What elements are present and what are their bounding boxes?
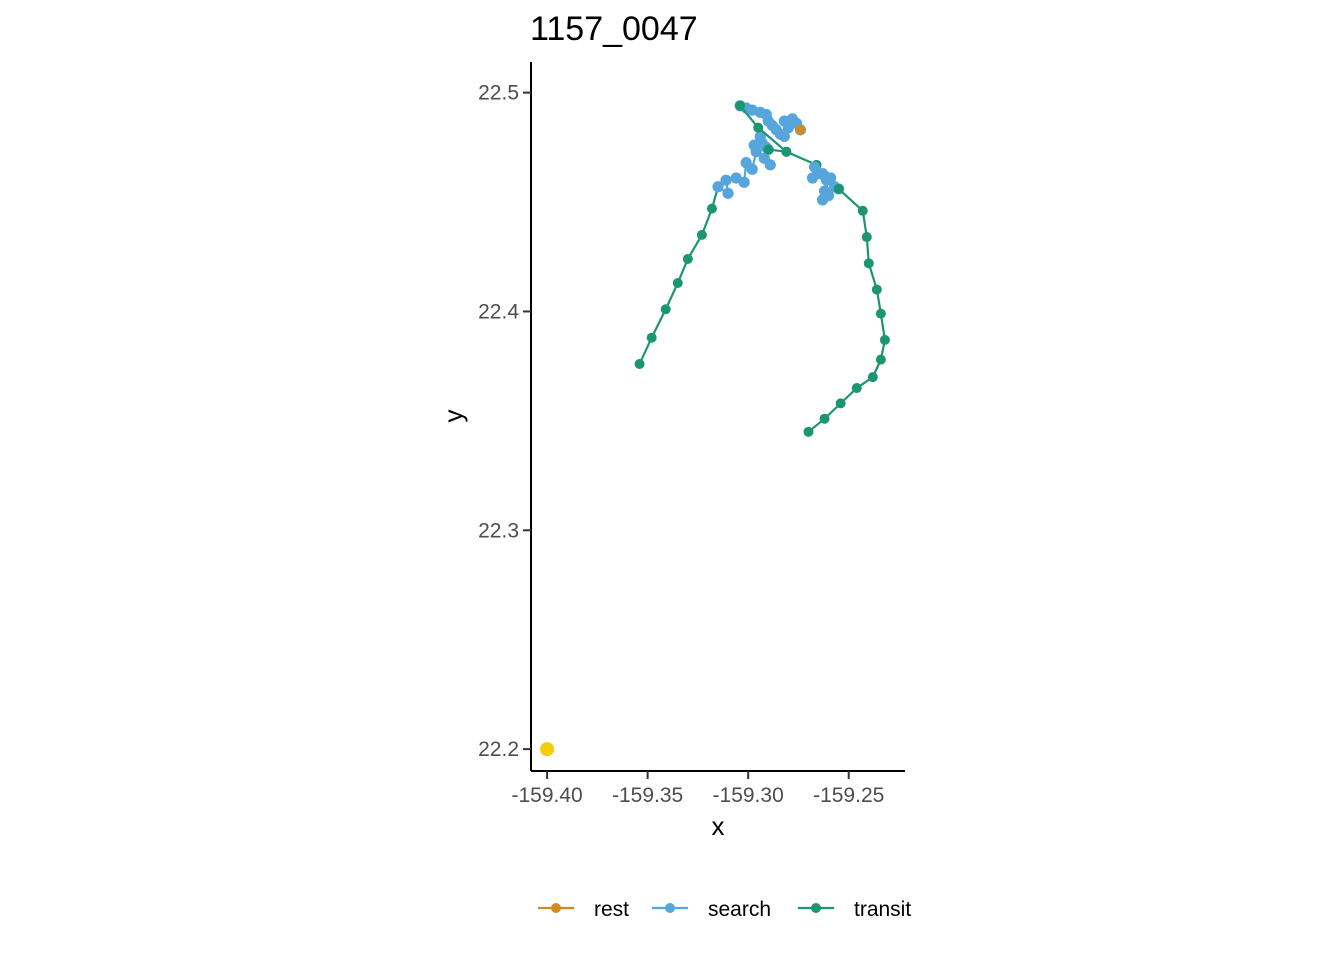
x-tick-label: -159.25 [813, 784, 884, 807]
y-tick-label: 22.3 [478, 519, 519, 542]
transit-point-4-3 [863, 258, 874, 269]
transit-point-0-2 [660, 304, 671, 315]
transit-point-4-8 [867, 372, 878, 383]
transit-point-0-0 [634, 358, 645, 369]
transit-point-4-11 [819, 413, 830, 424]
x-tick-label: -159.35 [612, 784, 683, 807]
transit-track-line-4 [807, 188, 887, 433]
search-point-1-9 [764, 159, 776, 171]
legend-key-point-search [665, 903, 675, 913]
search-point-1-1 [722, 187, 734, 199]
search-point-1-6 [746, 163, 758, 175]
transit-point-4-1 [857, 205, 868, 216]
x-tick-label: -159.30 [713, 784, 784, 807]
x-axis-title: x [712, 811, 725, 841]
transit-point-0-4 [682, 253, 693, 264]
transit-point-4-4 [871, 284, 882, 295]
y-tick-label: 22.5 [478, 82, 519, 105]
legend-label-transit: transit [854, 898, 911, 921]
y-axis-title: y [438, 410, 468, 423]
legend: rest search transit [538, 898, 911, 921]
search-point-5-9 [778, 130, 790, 142]
transit-point-4-9 [851, 383, 862, 394]
transit-point-2-0 [763, 144, 774, 155]
search-point-1-0 [712, 181, 724, 193]
series-layer [540, 100, 890, 757]
legend-key-point-transit [811, 903, 821, 913]
transit-point-6-2 [781, 146, 792, 157]
legend-label-rest: rest [594, 898, 629, 921]
transit-point-0-5 [696, 229, 707, 240]
transit-point-4-2 [861, 232, 872, 243]
search-point-1-4 [738, 176, 750, 188]
marker-point-8-0 [540, 742, 555, 757]
transit-point-4-10 [835, 398, 846, 409]
y-tick-label: 22.4 [478, 300, 519, 323]
rest-point-7-0 [795, 124, 806, 135]
transit-point-6-1 [753, 122, 764, 133]
search-point-3-8 [808, 161, 821, 173]
transit-point-4-0 [833, 183, 844, 194]
transit-point-4-12 [803, 426, 814, 437]
chart-title: 1157_0047 [530, 10, 698, 48]
transit-point-0-1 [646, 332, 657, 343]
transit-point-0-6 [706, 203, 717, 214]
x-tick-label: -159.40 [511, 784, 582, 807]
x-axis-ticks: -159.40 -159.35 -159.30 -159.25 [511, 771, 884, 807]
y-axis-ticks: 22.2 22.3 22.4 22.5 [478, 82, 531, 761]
transit-point-4-6 [879, 334, 890, 345]
transit-point-4-7 [875, 354, 886, 365]
search-point-3-3 [818, 185, 831, 197]
y-tick-label: 22.2 [478, 738, 519, 761]
transit-point-6-0 [735, 100, 746, 111]
search-point-3-10 [820, 174, 833, 186]
transit-point-4-5 [875, 308, 886, 319]
search-point-3-7 [806, 172, 819, 184]
search-point-1-2 [720, 174, 732, 186]
legend-key-point-rest [551, 903, 561, 913]
transit-point-0-3 [672, 278, 683, 289]
search-point-3-2 [816, 194, 829, 206]
legend-label-search: search [708, 898, 771, 921]
